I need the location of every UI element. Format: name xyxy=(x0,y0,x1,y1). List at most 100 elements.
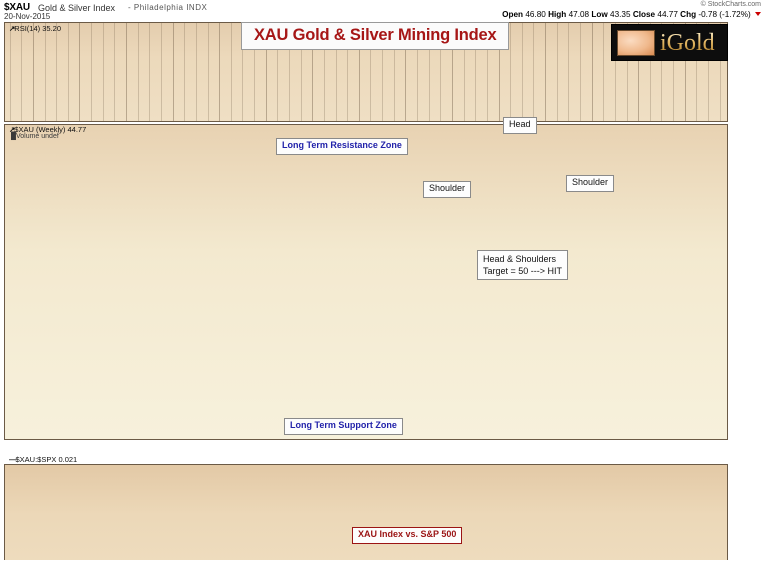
grid-line-vertical xyxy=(580,23,581,121)
grid-line-vertical xyxy=(382,23,384,121)
grid-line-vertical xyxy=(393,23,395,121)
ratio-series-marker-icon: — xyxy=(9,455,16,464)
grid-line-vertical xyxy=(207,23,209,121)
grid-line-vertical xyxy=(673,23,675,121)
low-value: 43.35 xyxy=(610,10,631,19)
grid-line-vertical xyxy=(684,23,686,121)
ratio-panel: —$XAU:$SPX 0.021 xyxy=(4,455,728,566)
grid-line-vertical xyxy=(556,23,558,121)
price-legend: ↗$XAU (Weekly) 44.77 xyxy=(9,125,87,134)
annotation-xau-vs-spx: XAU Index vs. S&P 500 xyxy=(352,527,463,544)
grid-line-vertical xyxy=(277,23,279,121)
grid-line-vertical xyxy=(335,23,337,121)
grid-line-vertical xyxy=(370,23,372,121)
grid-line-vertical xyxy=(312,23,314,121)
igold-logo: iGold xyxy=(611,24,728,61)
grid-line-vertical xyxy=(44,23,46,121)
rsi-y-axis xyxy=(729,22,762,122)
grid-line-vertical xyxy=(172,23,174,121)
grid-line-vertical xyxy=(184,23,186,121)
ratio-x-axis xyxy=(4,560,728,572)
chart-header: $XAU Gold & Silver Index - Philadelphia … xyxy=(0,0,765,22)
volume-legend: █Volume undef xyxy=(11,133,59,140)
rsi-legend: ↗RSI(14) 35.20 xyxy=(9,24,61,33)
grid-line-vertical xyxy=(9,23,11,121)
ratio-plot-area xyxy=(5,465,727,565)
open-label: Open xyxy=(502,10,524,19)
main-x-axis xyxy=(4,441,728,453)
rsi-series-marker-icon: ↗ xyxy=(9,24,15,33)
price-panel: ↗$XAU (Weekly) 44.77 █Volume undef xyxy=(4,124,728,440)
grid-line-vertical xyxy=(254,23,256,121)
grid-line-vertical xyxy=(603,23,605,121)
grid-line-vertical xyxy=(545,23,547,121)
grid-line-vertical xyxy=(649,23,651,121)
grid-line-vertical xyxy=(67,23,69,121)
grid-line-vertical xyxy=(533,23,535,121)
grid-line-vertical xyxy=(137,23,139,121)
open-value: 46.80 xyxy=(525,10,546,19)
grid-line-vertical xyxy=(265,23,267,121)
close-label: Close xyxy=(632,10,656,19)
grid-line-vertical xyxy=(440,23,442,121)
annotation-shoulder-left: Shoulder xyxy=(423,181,472,198)
grid-line-vertical xyxy=(661,23,663,121)
low-label: Low xyxy=(591,10,608,19)
annotation-head: Head xyxy=(503,117,537,134)
grid-line-vertical xyxy=(102,23,104,121)
annotation-long-term-resistance-zone: Long Term Resistance Zone xyxy=(276,138,408,155)
hs-target-line1: Head & Shoulders xyxy=(483,254,557,264)
grid-line-vertical xyxy=(149,23,151,121)
grid-line-vertical xyxy=(591,23,593,121)
grid-line-vertical xyxy=(696,23,698,121)
symbol-label: $XAU xyxy=(4,2,30,13)
grid-line-vertical xyxy=(568,23,570,121)
page-title: XAU Gold & Silver Mining Index xyxy=(241,22,510,50)
grid-line-vertical xyxy=(486,23,488,121)
change-label: Chg xyxy=(680,10,697,19)
grid-line-vertical xyxy=(614,23,616,121)
grid-line-vertical xyxy=(719,23,721,121)
source-attribution: © StockCharts.com xyxy=(700,1,761,8)
grid-line-vertical xyxy=(91,23,93,121)
grid-line-vertical xyxy=(510,23,512,121)
grid-line-vertical xyxy=(300,23,302,121)
price-series-marker-icon: ↗ xyxy=(9,125,15,134)
grid-line-vertical xyxy=(160,23,162,121)
high-value: 47.08 xyxy=(568,10,590,19)
grid-line-vertical xyxy=(230,23,232,121)
close-value: 44.77 xyxy=(657,10,678,19)
price-plot-area xyxy=(5,125,727,439)
index-name-label: Gold & Silver Index xyxy=(38,3,116,13)
grid-line-vertical xyxy=(521,23,523,121)
grid-line-vertical xyxy=(451,23,453,121)
annotation-shoulder-right: Shoulder xyxy=(566,175,615,192)
grid-line-vertical xyxy=(32,23,34,121)
grid-line-vertical xyxy=(626,23,628,121)
annotation-head-shoulders-target: Head & Shoulders Target = 50 ---> HIT xyxy=(477,250,569,281)
grid-line-vertical xyxy=(195,23,197,121)
grid-line-vertical xyxy=(126,23,128,121)
grid-line-vertical xyxy=(289,23,290,121)
grid-line-vertical xyxy=(219,23,221,121)
grid-line-vertical xyxy=(323,23,325,121)
grid-line-vertical xyxy=(347,23,349,121)
grid-line-vertical xyxy=(475,23,477,121)
grid-line-vertical xyxy=(242,23,244,121)
grid-line-vertical xyxy=(79,23,81,121)
grid-line-vertical xyxy=(405,23,407,121)
grid-line-vertical xyxy=(114,23,116,121)
grid-line-vertical xyxy=(417,23,419,121)
grid-line-vertical xyxy=(498,23,500,121)
rsi-plot-area xyxy=(5,23,727,121)
ratio-y-axis xyxy=(729,464,762,566)
grid-line-vertical xyxy=(56,23,58,121)
change-down-arrow-icon xyxy=(755,12,761,16)
grid-line-vertical xyxy=(21,23,23,121)
grid-line-vertical xyxy=(708,23,710,121)
grid-line-vertical xyxy=(463,23,465,121)
annotation-long-term-support-zone: Long Term Support Zone xyxy=(284,418,403,435)
quote-bar: Open 46.80 High 47.08 Low 43.35 Close 44… xyxy=(502,10,761,19)
volume-marker-icon: █ xyxy=(11,133,16,140)
